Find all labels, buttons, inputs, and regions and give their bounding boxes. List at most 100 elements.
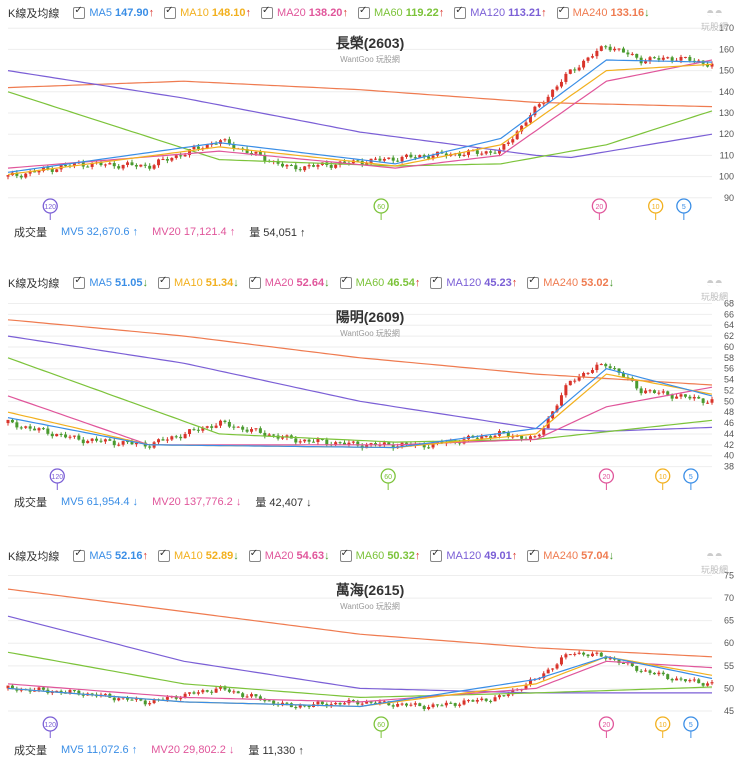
candle-body: [378, 701, 382, 704]
candle-body: [697, 396, 701, 399]
checkbox-icon[interactable]: [261, 5, 274, 19]
checkbox-icon[interactable]: [164, 5, 177, 19]
candle-body: [50, 168, 54, 172]
checkbox-icon[interactable]: [430, 548, 443, 562]
candle-body: [595, 50, 599, 57]
y-tick-label: 38: [724, 462, 734, 472]
candle-body: [103, 164, 107, 166]
y-tick-label: 54: [724, 375, 734, 385]
candle-body: [250, 152, 254, 154]
trend-arrow-icon: ↓: [324, 550, 330, 562]
y-tick-label: 52: [724, 385, 734, 395]
candle-body: [670, 57, 674, 61]
ma-marker-120[interactable]: [42, 198, 58, 214]
checkbox-icon[interactable]: [430, 275, 443, 289]
candle-body: [15, 422, 19, 428]
trend-arrow-icon: ↑: [245, 7, 252, 19]
candle-body: [706, 402, 710, 404]
candle-body: [559, 395, 563, 406]
candle-body: [427, 447, 431, 449]
checkbox-icon[interactable]: [248, 275, 261, 289]
candle-body: [55, 690, 59, 693]
candle-body: [174, 155, 178, 158]
legend-ma-name: MA5: [89, 7, 112, 19]
checkbox-icon[interactable]: [248, 548, 261, 562]
candle-body: [391, 444, 395, 449]
candle-body: [148, 703, 152, 705]
candle-body: [666, 391, 670, 395]
candle-body: [365, 163, 369, 165]
candle-body: [258, 696, 262, 701]
candle-body: [152, 165, 156, 169]
checkbox-icon[interactable]: [73, 275, 86, 289]
candle-body: [334, 442, 338, 446]
candle-body: [214, 688, 218, 693]
checkbox-icon[interactable]: [454, 5, 467, 19]
candle-body: [466, 700, 470, 702]
checkbox-icon[interactable]: [357, 5, 370, 19]
ma-marker-10[interactable]: [655, 716, 671, 732]
ma-marker-5[interactable]: [683, 716, 699, 732]
checkbox-icon[interactable]: [527, 275, 540, 289]
volume-value: 量 11,330 ↑: [248, 745, 304, 757]
candle-body: [121, 441, 125, 445]
ma-marker-120[interactable]: [49, 468, 65, 484]
ma-marker-20[interactable]: [598, 716, 615, 732]
ma-marker-60[interactable]: [373, 716, 389, 732]
mv5-value: MV5 61,954.4 ↓: [61, 496, 139, 508]
candle-body: [630, 53, 634, 55]
candle-body: [475, 699, 479, 702]
volume-value: 量 54,051 ↑: [249, 227, 306, 239]
ma-marker-60[interactable]: [380, 468, 396, 484]
ma-marker-20[interactable]: [598, 468, 615, 484]
candle-body: [130, 441, 134, 445]
ma-marker-10[interactable]: [655, 468, 671, 484]
checkbox-icon[interactable]: [158, 275, 170, 289]
ma-marker-5[interactable]: [676, 198, 692, 214]
checkbox-icon[interactable]: [527, 548, 540, 562]
checkbox-icon[interactable]: [339, 275, 352, 289]
checkbox-icon[interactable]: [556, 5, 569, 19]
checkbox-icon[interactable]: [73, 5, 86, 19]
ma-marker-20[interactable]: [591, 198, 608, 214]
candle-body: [307, 439, 311, 442]
candle-body: [458, 153, 462, 156]
candle-body: [241, 426, 245, 430]
ma-marker-10[interactable]: [648, 198, 664, 214]
candle-body: [192, 692, 196, 694]
candle-body: [343, 703, 347, 705]
candle-body: [77, 690, 81, 695]
checkbox-icon[interactable]: [339, 548, 352, 562]
candle-body: [413, 157, 417, 159]
ma-marker-5[interactable]: [683, 468, 699, 484]
candle-body: [590, 653, 594, 657]
checkbox-icon[interactable]: [158, 548, 170, 562]
ma-marker-60[interactable]: [373, 198, 389, 214]
candle-body: [347, 442, 351, 445]
candle-body: [404, 442, 408, 444]
candle-body: [188, 149, 192, 155]
candle-body: [666, 674, 670, 680]
ma-marker-120[interactable]: [42, 716, 58, 732]
candle-body: [586, 654, 590, 657]
checkbox-icon[interactable]: [73, 548, 86, 562]
candle-body: [250, 429, 254, 432]
